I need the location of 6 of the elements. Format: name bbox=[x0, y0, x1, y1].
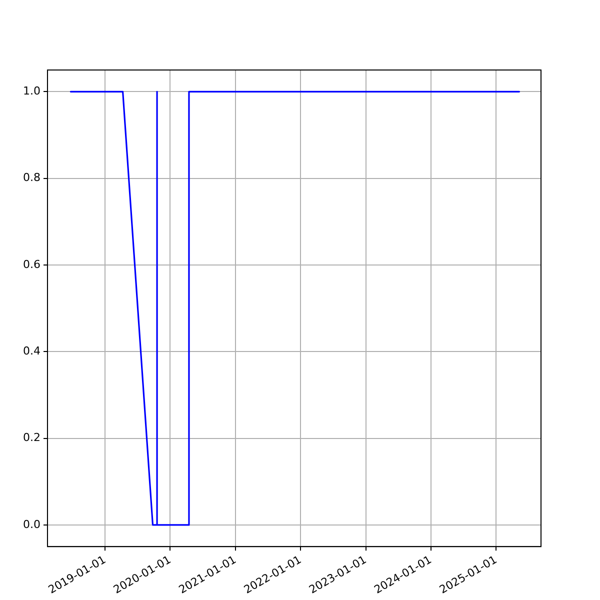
y-tick-label: 0.0 bbox=[22, 518, 40, 531]
y-tick-label: 0.4 bbox=[22, 344, 40, 358]
y-tick-label: 0.6 bbox=[22, 258, 40, 271]
y-tick-label: 0.8 bbox=[22, 171, 40, 184]
y-tick-label: 0.2 bbox=[22, 431, 40, 444]
y-tick-label: 1.0 bbox=[22, 84, 40, 98]
